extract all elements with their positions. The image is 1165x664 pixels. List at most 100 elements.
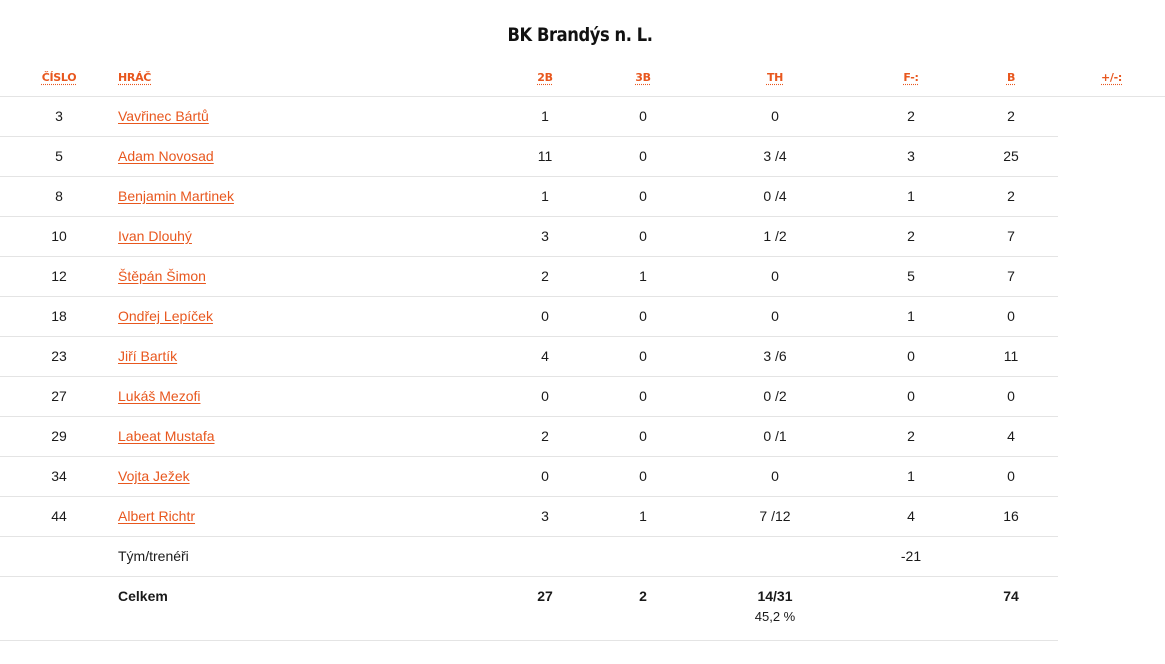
totals-th-cell: 14/31 45,2 % bbox=[692, 576, 858, 641]
stat-3b: 0 bbox=[594, 336, 692, 377]
stat-plus-minus bbox=[1058, 496, 1165, 536]
table-row: 5 Adam Novosad 11 0 3 /4 3 25 bbox=[0, 136, 1165, 177]
stat-th: 0 /2 bbox=[692, 376, 858, 417]
player-name-link[interactable]: Vavřinec Bártů bbox=[118, 108, 209, 124]
team-row-points bbox=[964, 536, 1058, 577]
player-name-link[interactable]: Labeat Mustafa bbox=[118, 428, 215, 444]
team-row-label: Tým/trenéři bbox=[118, 536, 496, 577]
stat-3b: 1 bbox=[594, 256, 692, 297]
stat-points: 4 bbox=[964, 416, 1058, 457]
stat-3b: 0 bbox=[594, 456, 692, 497]
stat-3b: 0 bbox=[594, 96, 692, 137]
stat-plus-minus bbox=[1058, 176, 1165, 216]
stat-th: 0 bbox=[692, 256, 858, 297]
stat-points: 2 bbox=[964, 96, 1058, 137]
col-header-player[interactable]: HRÁČ bbox=[118, 71, 152, 85]
player-name-cell: Labeat Mustafa bbox=[118, 416, 496, 457]
stat-2b: 0 bbox=[496, 376, 594, 417]
player-number: 8 bbox=[0, 176, 118, 217]
stat-fouls: 1 bbox=[858, 296, 964, 337]
player-name-link[interactable]: Albert Richtr bbox=[118, 508, 196, 524]
stat-plus-minus bbox=[1058, 136, 1165, 176]
stat-2b: 2 bbox=[496, 416, 594, 457]
player-name-cell: Jiří Bartík bbox=[118, 336, 496, 377]
player-name-link[interactable]: Jiří Bartík bbox=[118, 348, 178, 364]
player-name-link[interactable]: Ondřej Lepíček bbox=[118, 308, 213, 324]
stat-2b: 2 bbox=[496, 256, 594, 297]
stat-2b: 4 bbox=[496, 336, 594, 377]
stat-fouls: 2 bbox=[858, 416, 964, 457]
col-header-th[interactable]: TH bbox=[766, 71, 784, 85]
stat-3b: 0 bbox=[594, 296, 692, 337]
stat-plus-minus bbox=[1058, 296, 1165, 336]
stat-fouls: 5 bbox=[858, 256, 964, 297]
stat-plus-minus bbox=[1058, 416, 1165, 456]
stat-plus-minus bbox=[1058, 456, 1165, 496]
col-header-3b[interactable]: 3B bbox=[635, 71, 651, 85]
player-name-cell: Benjamin Martinek bbox=[118, 176, 496, 217]
stat-th: 3 /6 bbox=[692, 336, 858, 377]
player-name-cell: Vojta Ježek bbox=[118, 456, 496, 497]
stat-2b: 3 bbox=[496, 496, 594, 537]
stat-fouls: 0 bbox=[858, 336, 964, 377]
player-number: 18 bbox=[0, 296, 118, 337]
player-name-cell: Albert Richtr bbox=[118, 496, 496, 537]
player-name-link[interactable]: Benjamin Martinek bbox=[118, 188, 234, 204]
stat-th: 0 /1 bbox=[692, 416, 858, 457]
totals-3b: 2 bbox=[594, 576, 692, 641]
player-number: 27 bbox=[0, 376, 118, 417]
team-row-number bbox=[0, 536, 118, 577]
col-header-plus-minus[interactable]: +/-: bbox=[1101, 71, 1122, 85]
stat-3b: 0 bbox=[594, 416, 692, 457]
stat-th: 0 /4 bbox=[692, 176, 858, 217]
table-row: 8 Benjamin Martinek 1 0 0 /4 1 2 bbox=[0, 176, 1165, 217]
col-header-points[interactable]: B bbox=[1006, 71, 1016, 85]
team-row-2b bbox=[496, 536, 594, 577]
player-number: 44 bbox=[0, 496, 118, 537]
stat-th: 3 /4 bbox=[692, 136, 858, 177]
player-name-cell: Ondřej Lepíček bbox=[118, 296, 496, 337]
player-name-link[interactable]: Adam Novosad bbox=[118, 148, 214, 164]
team-row-3b bbox=[594, 536, 692, 577]
totals-label: Celkem bbox=[118, 576, 496, 641]
player-name-link[interactable]: Lukáš Mezofi bbox=[118, 388, 201, 404]
stat-points: 16 bbox=[964, 496, 1058, 537]
table-header-row: ČÍSLO HRÁČ 2B 3B TH F-: B +/-: bbox=[0, 60, 1165, 96]
stat-points: 2 bbox=[964, 176, 1058, 217]
stat-plus-minus bbox=[1058, 376, 1165, 416]
stat-fouls: 1 bbox=[858, 456, 964, 497]
stat-fouls: 0 bbox=[858, 376, 964, 417]
player-name-cell: Vavřinec Bártů bbox=[118, 96, 496, 137]
player-name-link[interactable]: Vojta Ježek bbox=[118, 468, 190, 484]
stat-2b: 1 bbox=[496, 96, 594, 137]
col-header-2b[interactable]: 2B bbox=[537, 71, 553, 85]
stat-points: 0 bbox=[964, 456, 1058, 497]
stat-plus-minus bbox=[1058, 256, 1165, 296]
stat-fouls: 2 bbox=[858, 96, 964, 137]
stat-3b: 1 bbox=[594, 496, 692, 537]
team-row-fouls: -21 bbox=[858, 536, 964, 577]
col-header-fouls[interactable]: F-: bbox=[903, 71, 919, 85]
stat-2b: 3 bbox=[496, 216, 594, 257]
player-name-link[interactable]: Ivan Dlouhý bbox=[118, 228, 192, 244]
player-name-cell: Lukáš Mezofi bbox=[118, 376, 496, 417]
stat-3b: 0 bbox=[594, 176, 692, 217]
stat-3b: 0 bbox=[594, 216, 692, 257]
stat-points: 0 bbox=[964, 376, 1058, 417]
player-number: 23 bbox=[0, 336, 118, 377]
stat-fouls: 3 bbox=[858, 136, 964, 177]
stat-3b: 0 bbox=[594, 136, 692, 177]
totals-ft-percentage: 45,2 % bbox=[754, 608, 796, 624]
player-name-cell: Adam Novosad bbox=[118, 136, 496, 177]
stat-points: 7 bbox=[964, 216, 1058, 257]
team-coaches-row: Tým/trenéři -21 bbox=[0, 536, 1165, 577]
stat-fouls: 1 bbox=[858, 176, 964, 217]
stat-2b: 11 bbox=[496, 136, 594, 177]
stat-th: 1 /2 bbox=[692, 216, 858, 257]
stat-2b: 1 bbox=[496, 176, 594, 217]
totals-number bbox=[0, 576, 118, 641]
player-name-link[interactable]: Štěpán Šimon bbox=[118, 268, 206, 284]
col-header-number[interactable]: ČÍSLO bbox=[41, 71, 77, 85]
stat-2b: 0 bbox=[496, 456, 594, 497]
table-row: 18 Ondřej Lepíček 0 0 0 1 0 bbox=[0, 296, 1165, 337]
